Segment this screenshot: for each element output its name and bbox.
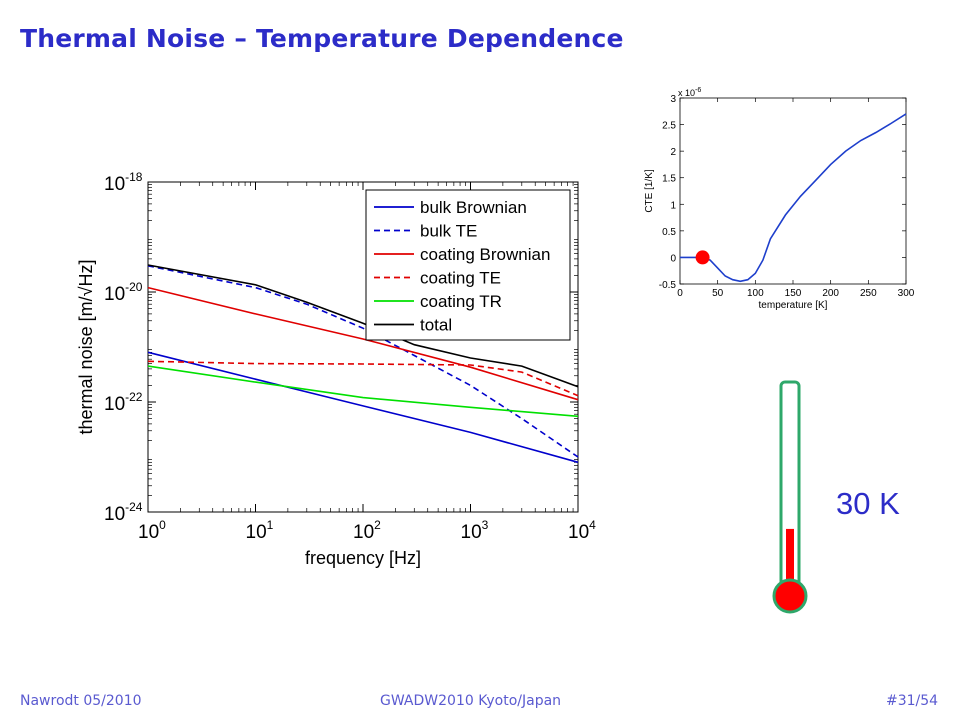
cte-curve (680, 113, 907, 283)
legend-label: total (420, 316, 452, 335)
thermometer-bulb (772, 578, 808, 614)
thermometer-icon (772, 380, 808, 614)
cte-x-tick-label: 100 (747, 288, 764, 299)
cte-x-tick-label: 250 (860, 288, 877, 299)
series-line-coating-tr (147, 365, 579, 418)
legend-label: bulk TE (420, 222, 477, 241)
x-axis-label: frequency [Hz] (305, 548, 421, 568)
cte-x-tick-label: 200 (822, 288, 839, 299)
legend-label: coating Brownian (420, 245, 550, 264)
cte-y-tick-label: 2.5 (662, 121, 676, 132)
cte-y-tick-label: 1 (670, 200, 676, 211)
cte-x-axis-label: temperature [K] (759, 300, 828, 311)
thermal-noise-chart: 100 101 102 103 104 10-18 10-20 10-22 10-24 frequ… (76, 170, 596, 568)
cte-y-axis-label: CTE [1/K] (644, 169, 655, 213)
footer-conference: GWADW2010 Kyoto/Japan (380, 693, 562, 709)
cte-x-tick-label: 150 (785, 288, 802, 299)
cte-y-tick-label: 0 (670, 253, 676, 264)
cte-y-tick-label: -0.5 (659, 280, 677, 291)
footer-author-date: Nawrodt 05/2010 (20, 693, 142, 709)
y-tick-label: 10-20 (104, 280, 143, 305)
temperature-label: 30 K (836, 486, 900, 521)
y-tick-label: 10-24 (104, 500, 143, 525)
cte-chart: 0 50 100 150 200 250 300-0.500.511.522.53x 10-… (644, 87, 915, 311)
cte-y-tick-label: 3 (670, 94, 676, 105)
x-tick-label: 103 (461, 518, 489, 543)
y-tick-label: 10-18 (104, 170, 143, 195)
footer-page-number: #31/54 (886, 693, 939, 709)
cte-x-tick-label: 0 (677, 288, 683, 299)
cte-plot-frame (679, 97, 907, 285)
series-line-coating-brownian (147, 286, 579, 401)
cte-y-tick-label: 0.5 (662, 227, 676, 238)
legend-box (365, 189, 571, 341)
series-line-bulk-te (147, 265, 579, 458)
legend-label: bulk Brownian (420, 198, 527, 217)
cte-x-tick-label: 300 (898, 288, 915, 299)
series-line-bulk-brownian (147, 351, 579, 464)
legend-label: coating TE (420, 269, 501, 288)
y-axis-label: thermal noise [m/√Hz] (76, 260, 96, 435)
thermometer-level (786, 528, 794, 592)
cte-y-tick-label: 2 (670, 147, 676, 158)
x-tick-label: 102 (353, 518, 381, 543)
cte-x-tick-label: 50 (712, 288, 724, 299)
slide-title: Thermal Noise – Temperature Dependence (20, 24, 624, 53)
y-tick-label: 10-22 (104, 390, 143, 415)
legend-label: coating TR (420, 292, 502, 311)
series-line-coating-te (147, 360, 579, 397)
x-tick-label: 101 (246, 518, 274, 543)
x-tick-label: 104 (568, 518, 596, 543)
x-tick-label: 100 (138, 518, 166, 543)
cte-y-multiplier: x 10-6 (678, 87, 701, 98)
cte-y-tick-label: 1.5 (662, 174, 676, 185)
cte-temperature-marker (695, 250, 710, 265)
